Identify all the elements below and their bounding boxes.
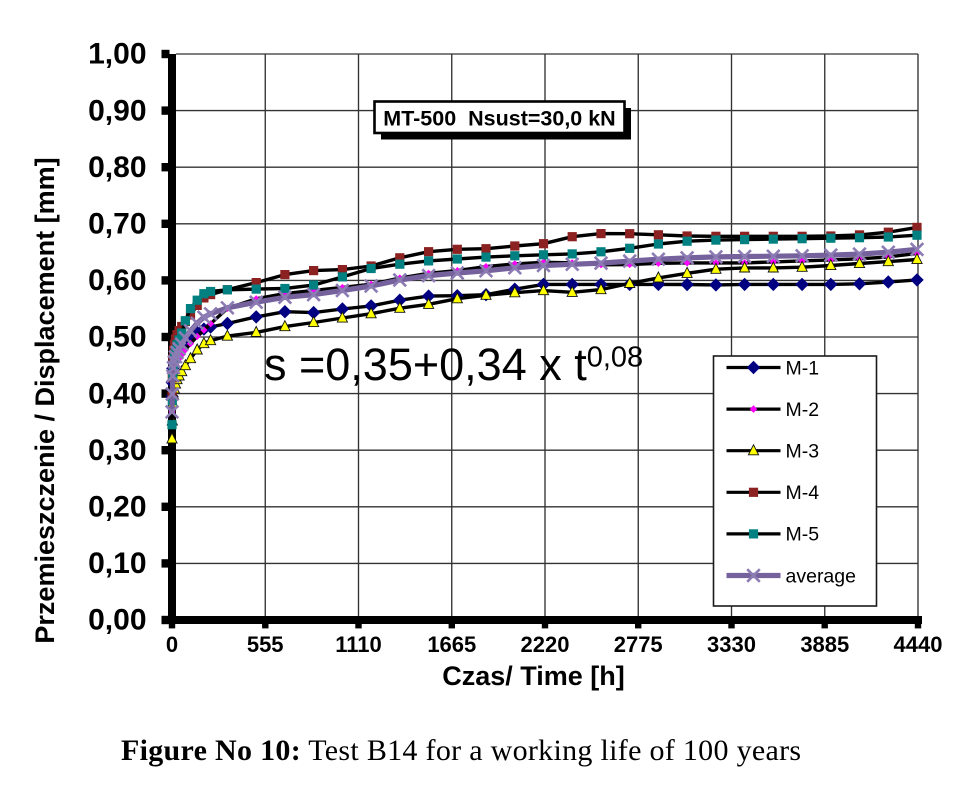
svg-text:M-3: M-3 [786, 441, 820, 463]
svg-text:Figure No 10: Test B14 for a w: Figure No 10: Test B14 for a working lif… [121, 734, 801, 767]
svg-text:0,80: 0,80 [88, 151, 146, 184]
svg-text:s =0,35+0,34 x t0,08: s =0,35+0,34 x t0,08 [264, 339, 643, 390]
svg-text:M-2: M-2 [786, 399, 820, 421]
svg-text:0: 0 [166, 632, 178, 657]
svg-text:Czas/ Time [h]: Czas/ Time [h] [442, 661, 625, 691]
svg-text:M-1: M-1 [786, 357, 820, 379]
svg-text:0,90: 0,90 [88, 94, 146, 127]
svg-text:0,00: 0,00 [88, 604, 146, 637]
svg-text:0,50: 0,50 [88, 321, 146, 354]
svg-text:0,60: 0,60 [88, 264, 146, 297]
svg-text:555: 555 [247, 632, 284, 657]
svg-text:1110: 1110 [335, 632, 382, 657]
svg-text:3330: 3330 [707, 632, 756, 657]
svg-text:4440: 4440 [894, 632, 943, 657]
svg-text:M-5: M-5 [786, 524, 820, 546]
svg-text:1665: 1665 [427, 632, 476, 657]
svg-text:M-4: M-4 [786, 482, 820, 504]
svg-text:1,00: 1,00 [88, 38, 146, 71]
svg-text:3885: 3885 [800, 632, 849, 657]
svg-text:0,70: 0,70 [88, 208, 146, 241]
svg-text:0,20: 0,20 [88, 491, 146, 524]
svg-text:average: average [786, 565, 856, 587]
svg-text:2775: 2775 [614, 632, 663, 657]
svg-text:0,40: 0,40 [88, 377, 146, 410]
svg-text:0,30: 0,30 [88, 434, 146, 467]
svg-text:0,10: 0,10 [88, 547, 146, 580]
svg-text:Przemieszczenie / Displacement: Przemieszczenie / Displacement [mm] [30, 157, 60, 643]
svg-text:MT-500 Nsust=30,0 kN: MT-500 Nsust=30,0 kN [383, 107, 615, 131]
svg-text:2220: 2220 [521, 632, 570, 657]
